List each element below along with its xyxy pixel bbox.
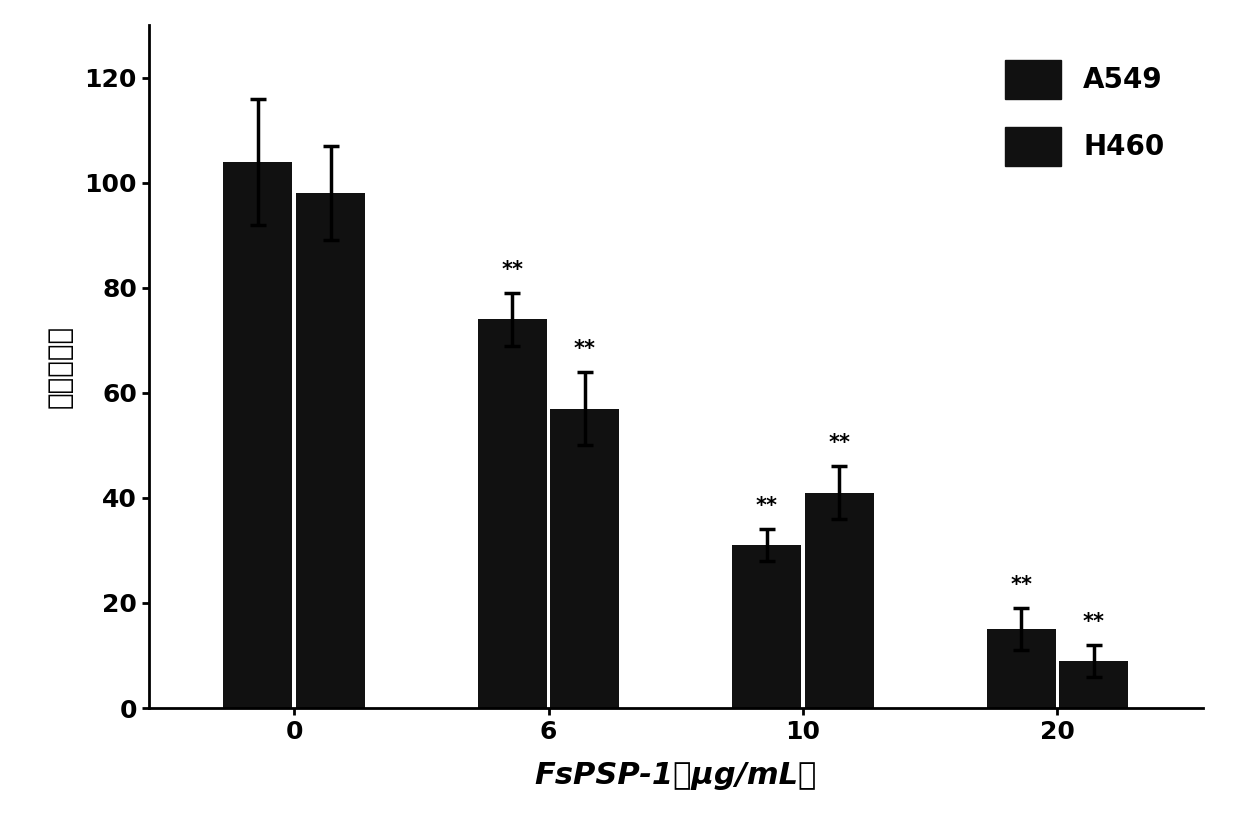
Text: **: ** xyxy=(574,339,596,359)
X-axis label: FsPSP-1（μg/mL）: FsPSP-1（μg/mL） xyxy=(534,761,817,790)
Bar xyxy=(296,193,365,708)
Legend: A549, H460: A549, H460 xyxy=(992,46,1178,180)
Bar xyxy=(805,492,874,708)
Y-axis label: 细胞存活率: 细胞存活率 xyxy=(46,325,73,408)
Bar xyxy=(477,319,547,708)
Bar xyxy=(987,629,1055,708)
Text: **: ** xyxy=(755,496,777,516)
Bar xyxy=(1059,661,1128,708)
Text: **: ** xyxy=(1083,612,1105,632)
Bar xyxy=(732,545,801,708)
Text: **: ** xyxy=(501,260,523,280)
Text: **: ** xyxy=(828,433,851,453)
Bar xyxy=(551,408,620,708)
Text: **: ** xyxy=(1011,575,1032,595)
Bar xyxy=(223,162,293,708)
